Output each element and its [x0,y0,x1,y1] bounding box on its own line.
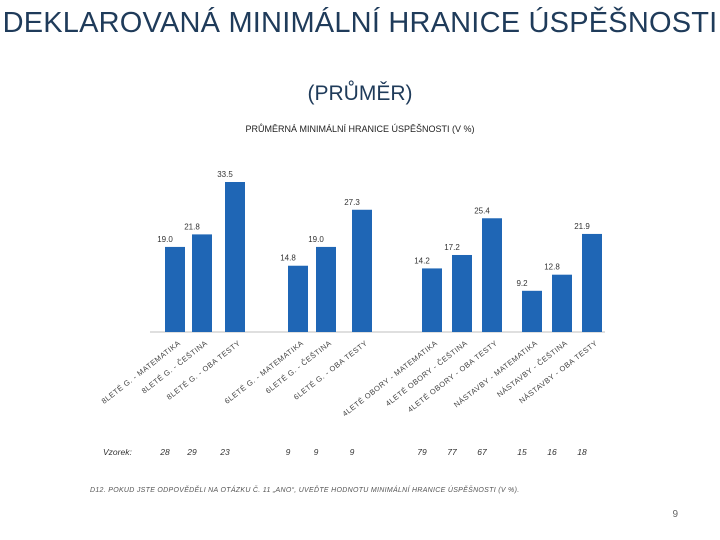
data-label-7: 14.2 [414,256,430,265]
data-label-4: 14.8 [280,254,296,263]
slide-subtitle: (PRŮMĚR) [307,82,413,105]
question-footnote: D12. Pokud jste odpověděli na otázku č. … [90,487,520,494]
data-label-3: 33.5 [217,170,233,179]
page-number: 9 [672,509,678,520]
data-label-11: 12.8 [544,263,560,272]
bar-11 [552,274,572,332]
data-label-6: 27.3 [344,198,360,207]
bar-5 [316,246,336,332]
bar-4 [288,265,308,332]
sample-size-10: 15 [517,447,527,457]
slide-title: DEKLAROVANÁ MINIMÁLNÍ HRANICE ÚSPĚŠNOSTI [2,7,718,39]
sample-size-12: 18 [577,447,587,457]
data-label-8: 17.2 [444,243,460,252]
sample-size-11: 16 [547,447,557,457]
data-label-1: 19.0 [157,235,173,244]
sample-size-8: 77 [447,447,457,457]
bar-6 [352,209,372,332]
sample-size-1: 28 [159,447,170,457]
data-label-9: 25.4 [474,206,490,215]
bar-3 [225,182,245,332]
bar-12 [582,233,602,332]
sample-size-7: 79 [417,447,427,457]
bar-7 [422,268,442,332]
category-label-6: 6LETÉ G. - OBA TESTY [292,338,369,401]
sample-size-5: 9 [314,447,319,457]
bar-8 [452,254,472,332]
data-label-5: 19.0 [308,235,324,244]
bar-9 [482,218,502,332]
data-label-12: 21.9 [574,222,590,231]
sample-label: Vzorek: [103,447,132,457]
sample-size-2: 29 [186,447,197,457]
data-label-10: 9.2 [516,279,528,288]
data-label-2: 21.8 [184,222,200,231]
chart-title: PRŮMĚRNÁ MINIMÁLNÍ HRANICE ÚSPĚŠNOSTI (V… [245,123,474,134]
sample-size-9: 67 [477,447,487,457]
bar-1 [165,246,185,332]
bar-2 [192,234,212,332]
bar-10 [522,290,542,332]
sample-size-3: 23 [219,447,230,457]
sample-size-4: 9 [286,447,291,457]
sample-size-6: 9 [350,447,355,457]
